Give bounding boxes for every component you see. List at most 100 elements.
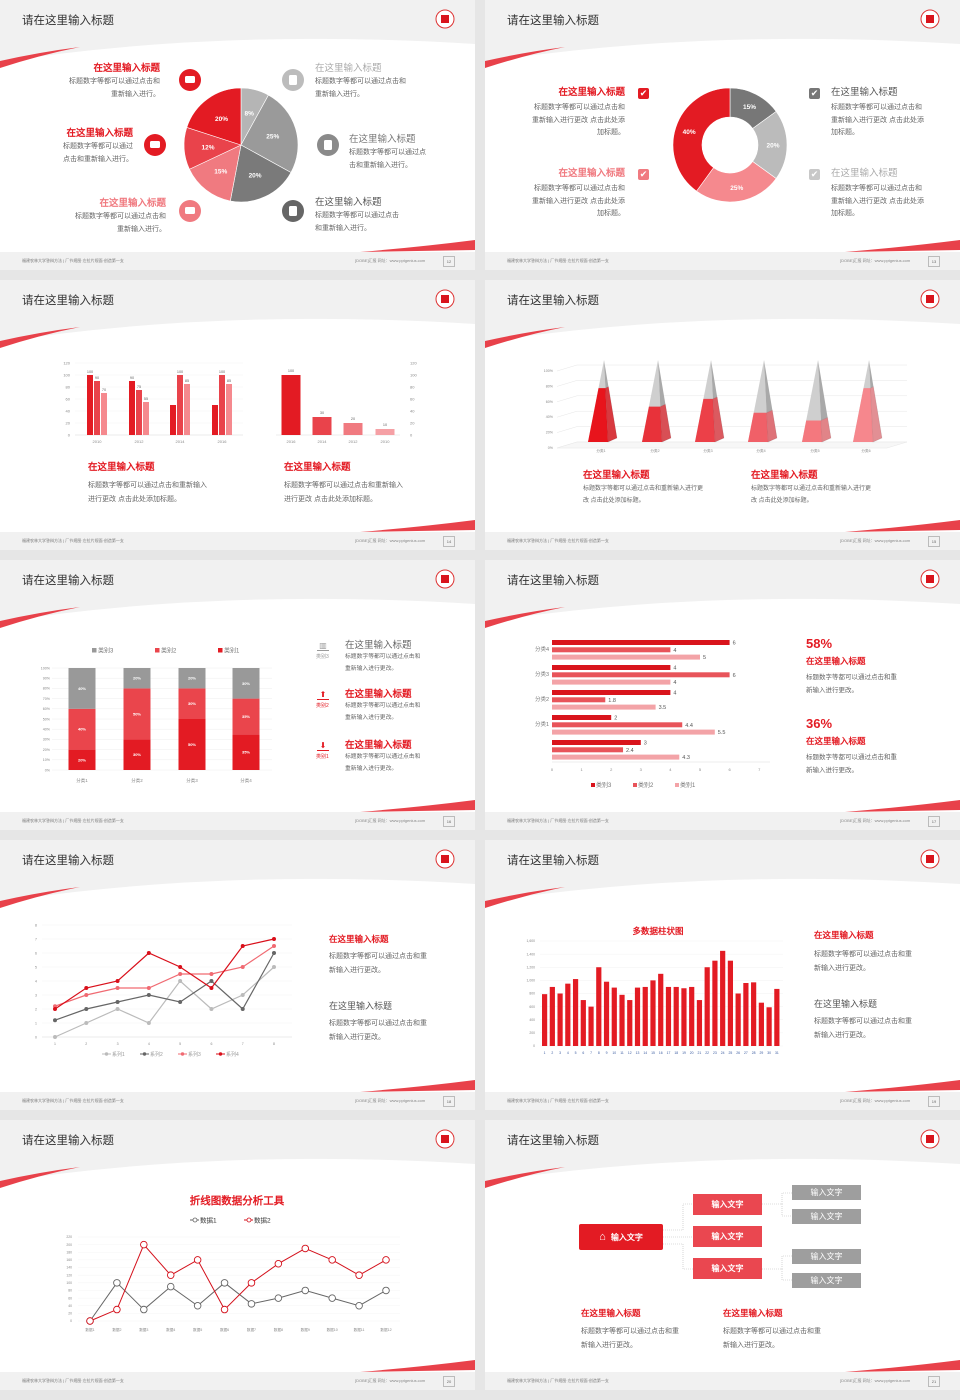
leaf-node[interactable]: 输入文字 bbox=[792, 1249, 861, 1264]
tick-label: 数据2 bbox=[112, 1327, 121, 1332]
branch-node[interactable]: 输入文字 bbox=[693, 1194, 762, 1215]
data-point bbox=[328, 1256, 336, 1264]
icon-label: 类别1 bbox=[316, 754, 329, 760]
pyramid-front-value bbox=[642, 406, 662, 442]
tick-label: 1 bbox=[35, 1021, 37, 1025]
tick-label: 6 bbox=[582, 1051, 584, 1055]
item-heading: 在这里输入标题 bbox=[99, 198, 166, 209]
slide-title: 请在这里输入标题 bbox=[22, 575, 114, 587]
item-heading: 在这里输入标题 bbox=[315, 63, 382, 74]
chart-layer: 8% 25% 20% 15% 12% 20% bbox=[144, 69, 339, 222]
tick-label: 160 bbox=[66, 1258, 72, 1262]
item-body-line: 重新输入进行。 bbox=[111, 91, 160, 98]
bar-data-label: 10 bbox=[383, 423, 387, 427]
footer-right-text: [DOBE]汇报 网址：www.pptgenius.com bbox=[355, 258, 426, 263]
pie-slice-label: 15% bbox=[214, 169, 227, 176]
checkbox-checked[interactable]: ✔ bbox=[809, 169, 820, 180]
pyramid-bar bbox=[695, 360, 725, 443]
bar bbox=[170, 405, 176, 435]
tick-label: 2010 bbox=[381, 439, 391, 444]
root-node[interactable]: ⌂ 输入文字 bbox=[579, 1224, 663, 1250]
segment-label: 30% bbox=[188, 701, 196, 706]
data-point bbox=[240, 993, 245, 997]
bar bbox=[136, 390, 142, 435]
item-body-line: 标题数字等都可以通过点击和 bbox=[69, 78, 160, 85]
segment-label: 50% bbox=[188, 742, 196, 747]
slide-15[interactable]: 0% 20% 40% 60% 80% 100% 分类1 分类2 分类3 分类4 分类5 分类6 请在这里… bbox=[485, 280, 960, 550]
donut-slice-label: 20% bbox=[766, 143, 779, 150]
footer-right-text: [DOBE]汇报 网址：www.pptgenius.com bbox=[840, 818, 911, 823]
slide-16[interactable]: 0% 10% 20% 30% 40% 50% 60% 70% 80% 90% 100% 20% 40% 4… bbox=[0, 560, 475, 830]
legend-swatch bbox=[633, 783, 637, 787]
slide-19[interactable]: 多数据柱状图 0 200 400 600 800 1,000 1,200 1,400 1,600 1… bbox=[485, 840, 960, 1110]
item-body-line: 加标题。 bbox=[831, 210, 859, 217]
bar bbox=[312, 417, 332, 435]
bar bbox=[727, 960, 734, 1046]
bar bbox=[129, 381, 135, 435]
page-number: 21 bbox=[928, 1376, 940, 1387]
download-icon: ⬇ bbox=[317, 742, 329, 751]
line-series bbox=[89, 1243, 387, 1322]
data-point bbox=[355, 1271, 363, 1279]
stacked-bar-segment bbox=[123, 688, 151, 740]
tick-label: 20 bbox=[410, 420, 415, 425]
bar-data-label: 4 bbox=[673, 680, 676, 686]
pie-slice-label: 8% bbox=[245, 110, 255, 117]
tick-label: 180 bbox=[66, 1250, 72, 1254]
tick-label: 7 bbox=[35, 937, 37, 941]
leaf-node[interactable]: 输入文字 bbox=[792, 1209, 861, 1224]
segment-label: 30% bbox=[242, 681, 250, 686]
segment-label: 20% bbox=[78, 757, 86, 762]
leaf-node[interactable]: 输入文字 bbox=[792, 1185, 861, 1200]
bar-data-label: 2.4 bbox=[626, 748, 634, 754]
pyramid-side-value bbox=[712, 396, 725, 443]
checkbox-checked[interactable]: ✔ bbox=[809, 88, 820, 99]
connector-line bbox=[663, 1203, 693, 1231]
legend-swatch bbox=[218, 648, 223, 653]
tick-label: 分类1 bbox=[76, 777, 88, 784]
bar bbox=[542, 994, 548, 1046]
checkbox-checked[interactable]: ✔ bbox=[638, 88, 649, 99]
leaf-node[interactable]: 输入文字 bbox=[792, 1273, 861, 1288]
tick-label: 20 bbox=[68, 1312, 72, 1316]
chart-layer: 0 1 2 3 4 5 6 7 8 1 2 3 4 5 6 7 8 系列1 系列2 系列3 系列4 bbox=[35, 923, 292, 1058]
bar-data-label: 4 bbox=[673, 691, 676, 697]
data-point bbox=[209, 979, 214, 983]
tick-label: 60 bbox=[66, 396, 71, 401]
slide-17[interactable]: 0 1 2 3 4 5 6 7 6 4 5 分类4 4 6 4 分类3 4 1.8 3.5 分类2 2 4.4 5.5 分类1… bbox=[485, 560, 960, 830]
item-heading: 在这里输入标题 bbox=[345, 740, 412, 751]
bar bbox=[552, 690, 671, 695]
data-point bbox=[84, 1007, 89, 1011]
bar bbox=[627, 1000, 633, 1046]
slide-18[interactable]: 0 1 2 3 4 5 6 7 8 1 2 3 4 5 6 7 8 系列1 系列2 系列3 系列4 请在这里输入标题 福建农… bbox=[0, 840, 475, 1110]
tick-label: 26 bbox=[736, 1051, 740, 1055]
tick-label: 分类3 bbox=[703, 448, 712, 453]
tick-label: 80 bbox=[410, 384, 415, 389]
branch-node[interactable]: 输入文字 bbox=[693, 1258, 762, 1279]
slide-14[interactable]: 0 0 20 20 40 40 60 60 80 80 100 100 120 120 100 90 70 201… bbox=[0, 280, 475, 550]
legend-label: 数据2 bbox=[254, 1215, 271, 1224]
slide-13[interactable]: 15% 20% 25% 40% 请在这里输入标题 福建农林大学答辩方法 | 厂节规图·左拉… bbox=[485, 0, 960, 270]
item-heading: 在这里输入标题 bbox=[315, 197, 382, 208]
slide-21[interactable]: 请在这里输入标题 福建农林大学答辩方法 | 厂节规图·左拉片规面·创造第一支 [DO… bbox=[485, 1120, 960, 1390]
tick-label: 2 bbox=[85, 1042, 87, 1046]
data-point bbox=[178, 965, 183, 969]
checkbox-checked[interactable]: ✔ bbox=[638, 169, 649, 180]
slide-20[interactable]: 折线图数据分析工具 0 20 40 60 80 100 120 140 160 180 200 220 数… bbox=[0, 1120, 475, 1390]
item-heading: 在这里输入标题 bbox=[814, 999, 878, 1009]
tick-label: 1 bbox=[54, 1042, 56, 1046]
bar-data-label: 4 bbox=[673, 666, 676, 672]
branch-node[interactable]: 输入文字 bbox=[693, 1226, 762, 1247]
item-body-line: 新输入进行更改。 bbox=[814, 965, 870, 972]
data-point bbox=[274, 1259, 283, 1268]
tick-label: 2014 bbox=[318, 439, 328, 444]
slide-12[interactable]: 8% 25% 20% 15% 12% 20% 请在这里输入标题 福建农林大学答辩方法 | 厂节… bbox=[0, 0, 475, 270]
tick-label: 4 bbox=[669, 767, 672, 772]
legend-label: 数据1 bbox=[200, 1215, 217, 1224]
tick-label: 分类6 bbox=[861, 448, 870, 453]
slide-background: 多数据柱状图 0 200 400 600 800 1,000 1,200 1,400 1,600 1… bbox=[485, 849, 960, 1092]
tick-label: 80% bbox=[43, 687, 51, 691]
legend-label: 类别3 bbox=[98, 647, 114, 655]
bar bbox=[552, 647, 671, 653]
white-content-area bbox=[485, 38, 960, 252]
